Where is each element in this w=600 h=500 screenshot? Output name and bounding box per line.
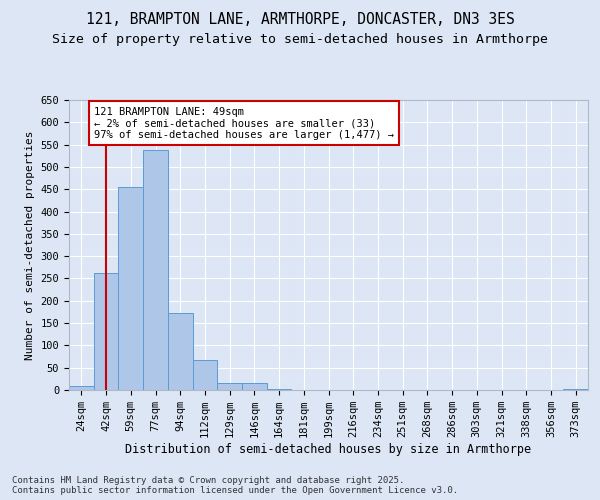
X-axis label: Distribution of semi-detached houses by size in Armthorpe: Distribution of semi-detached houses by … [125,443,532,456]
Bar [118,187,143,390]
Bar [168,313,193,390]
Bar [242,384,267,390]
Bar [143,150,168,390]
Bar [563,388,588,390]
Text: 121 BRAMPTON LANE: 49sqm
← 2% of semi-detached houses are smaller (33)
97% of se: 121 BRAMPTON LANE: 49sqm ← 2% of semi-de… [94,106,394,140]
Text: 121, BRAMPTON LANE, ARMTHORPE, DONCASTER, DN3 3ES: 121, BRAMPTON LANE, ARMTHORPE, DONCASTER… [86,12,514,28]
Y-axis label: Number of semi-detached properties: Number of semi-detached properties [25,130,35,360]
Text: Size of property relative to semi-detached houses in Armthorpe: Size of property relative to semi-detach… [52,32,548,46]
Bar [267,388,292,390]
Bar [94,273,118,390]
Bar [193,360,217,390]
Bar [217,384,242,390]
Text: Contains HM Land Registry data © Crown copyright and database right 2025.
Contai: Contains HM Land Registry data © Crown c… [12,476,458,495]
Bar [69,386,94,390]
